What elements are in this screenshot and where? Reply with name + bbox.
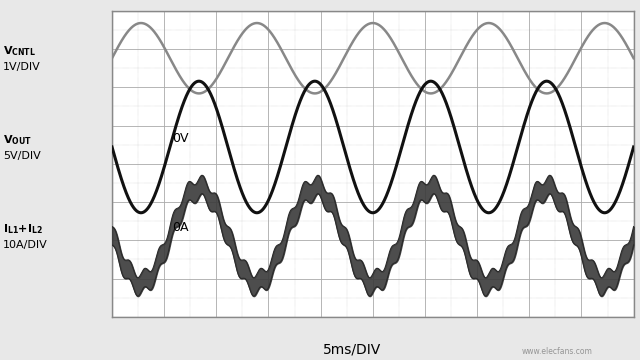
Text: www.elecfans.com: www.elecfans.com bbox=[522, 347, 592, 356]
Text: $\mathbf{V}_{\mathbf{CNTL}}$
1V/DIV: $\mathbf{V}_{\mathbf{CNTL}}$ 1V/DIV bbox=[3, 44, 41, 72]
Text: 5ms/DIV: 5ms/DIV bbox=[323, 342, 381, 356]
Text: 0V: 0V bbox=[172, 132, 189, 145]
Text: $\mathbf{V}_{\mathbf{OUT}}$
5V/DIV: $\mathbf{V}_{\mathbf{OUT}}$ 5V/DIV bbox=[3, 133, 41, 161]
Text: 0A: 0A bbox=[172, 221, 189, 234]
Text: $\mathbf{I}_{\mathbf{L1}}$$\mathbf{+}$$\mathbf{I}_{\mathbf{L2}}$
10A/DIV: $\mathbf{I}_{\mathbf{L1}}$$\mathbf{+}$$\… bbox=[3, 222, 48, 249]
